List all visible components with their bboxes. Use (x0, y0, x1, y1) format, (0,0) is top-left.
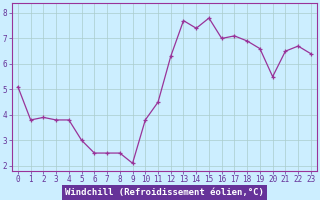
X-axis label: Windchill (Refroidissement éolien,°C): Windchill (Refroidissement éolien,°C) (65, 188, 264, 197)
